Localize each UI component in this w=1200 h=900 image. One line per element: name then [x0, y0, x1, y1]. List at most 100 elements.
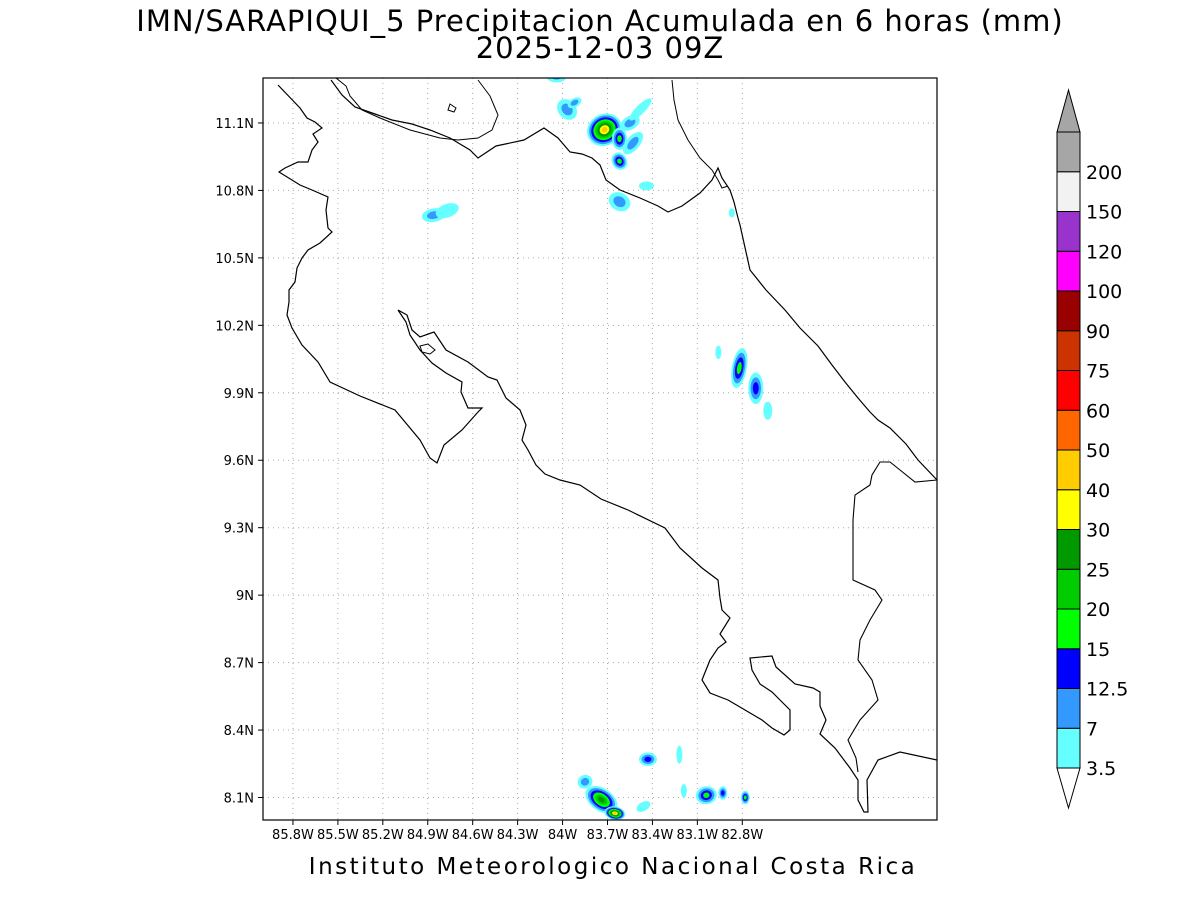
rain-contour — [435, 203, 459, 219]
lat-tick-label: 10.5N — [215, 252, 254, 267]
lat-tick-label: 9.9N — [224, 387, 254, 402]
rain-cell — [608, 192, 631, 212]
rain-cell — [604, 806, 626, 820]
legend-swatch — [1056, 608, 1081, 650]
lat-tick-label: 8.7N — [224, 657, 254, 672]
rain-contour — [703, 792, 710, 799]
lat-tick-label: 8.4N — [224, 724, 254, 739]
rain-contour — [627, 136, 639, 150]
lon-tick-label: 84.9W — [407, 828, 449, 843]
rain-cell — [567, 97, 582, 109]
rain-cell — [695, 786, 717, 805]
rain-cell — [763, 401, 773, 420]
lat-tick-label: 8.1N — [224, 792, 254, 807]
rain-cell — [585, 785, 618, 814]
rain-cell — [748, 372, 764, 405]
coastlines — [277, 78, 937, 813]
map-frame — [262, 77, 938, 821]
lat-tick-label: 10.8N — [215, 184, 254, 199]
legend-swatch — [1056, 330, 1081, 371]
map-valid-time: 2025-12-03 09Z — [475, 31, 725, 65]
map-axes: 85.8W 85.5W 85.2W 84.9W 84.6W 84.3W 84W 83.7W 83… — [215, 117, 763, 843]
legend-label: 3.5 — [1086, 758, 1116, 780]
northern-shore — [335, 78, 499, 141]
lon-tick-label: 83.1W — [676, 828, 718, 843]
legend-swatch — [1056, 131, 1081, 173]
legend-swatch — [1056, 449, 1081, 491]
rain-contour — [721, 790, 725, 796]
lon-tick-label: 85.5W — [317, 828, 359, 843]
rain-contour — [680, 784, 687, 798]
legend-label: 150 — [1086, 202, 1122, 224]
legend-swatch — [1056, 489, 1081, 530]
lat-tick-label: 11.1N — [215, 117, 254, 132]
color-legend: 3.5 7 12.5 15 20 25 30 40 50 60 75 90 100 120 150 200 — [1056, 88, 1128, 810]
legend-under-arrow — [1056, 767, 1081, 810]
pacific-coastline — [277, 84, 937, 813]
legend-swatch — [1056, 529, 1081, 570]
lat-tick-label: 9.3N — [224, 522, 254, 537]
legend-swatch — [1056, 290, 1081, 332]
rain-cell — [611, 152, 628, 170]
lat-tick-label: 10.2N — [215, 319, 254, 334]
legend-swatch — [1056, 568, 1081, 610]
legend-label: 12.5 — [1086, 679, 1128, 701]
rain-cell — [731, 348, 748, 389]
rain-cell — [435, 203, 459, 219]
gulf-island — [419, 343, 436, 355]
rain-cell — [638, 181, 654, 191]
legend-label: 200 — [1086, 162, 1122, 184]
legend-label: 25 — [1086, 559, 1110, 581]
lon-tick-label: 82.8W — [721, 828, 763, 843]
rain-cell — [715, 345, 722, 360]
legend-swatch — [1056, 648, 1081, 689]
legend-swatch — [1056, 727, 1081, 769]
legend-swatch — [1056, 409, 1081, 451]
legend-swatch — [1056, 250, 1081, 292]
caribbean-coastline — [330, 79, 937, 481]
legend-label: 50 — [1086, 440, 1110, 462]
rain-cell — [611, 127, 627, 150]
rain-contour — [598, 796, 605, 803]
footer-credit: Instituto Meteorologico Nacional Costa R… — [308, 854, 918, 880]
rain-cell — [718, 786, 728, 800]
legend-label: 30 — [1086, 520, 1110, 542]
rain-contour — [601, 127, 608, 133]
legend-label: 90 — [1086, 321, 1110, 343]
rain-contour — [728, 208, 735, 218]
legend-over-arrow — [1056, 88, 1081, 133]
rain-cell — [629, 98, 652, 121]
nicaragua-border — [671, 79, 729, 189]
lon-tick-label: 85.2W — [362, 828, 404, 843]
rain-contour — [715, 345, 722, 360]
legend-label: 20 — [1086, 599, 1110, 621]
legend-label: 120 — [1086, 241, 1122, 263]
rain-contour — [613, 196, 626, 208]
lat-tick-label: 9N — [236, 589, 254, 604]
rain-cell — [577, 774, 593, 789]
rain-cell — [622, 132, 644, 155]
rain-cell — [728, 208, 735, 218]
rain-contour — [676, 745, 683, 764]
rain-contour — [629, 98, 652, 121]
rain-contour — [546, 78, 567, 83]
rain-contour — [636, 801, 651, 812]
lon-tick-label: 83.4W — [632, 828, 674, 843]
lake-island — [447, 103, 457, 113]
lon-tick-label: 84.6W — [452, 828, 494, 843]
rain-contour — [736, 362, 742, 375]
legend-swatch — [1056, 688, 1081, 729]
precipitation-field — [421, 78, 773, 820]
lat-tick-label: 9.6N — [224, 454, 254, 469]
rain-contour — [752, 382, 759, 395]
rain-contour — [638, 181, 654, 191]
rain-contour — [743, 795, 747, 800]
legend-swatch — [1056, 171, 1081, 212]
rain-cell — [638, 752, 657, 767]
rain-cell — [740, 790, 750, 805]
legend-label: 100 — [1086, 281, 1122, 303]
lon-tick-label: 83.7W — [587, 828, 629, 843]
rain-contour — [617, 158, 622, 164]
rain-contour — [617, 135, 622, 143]
